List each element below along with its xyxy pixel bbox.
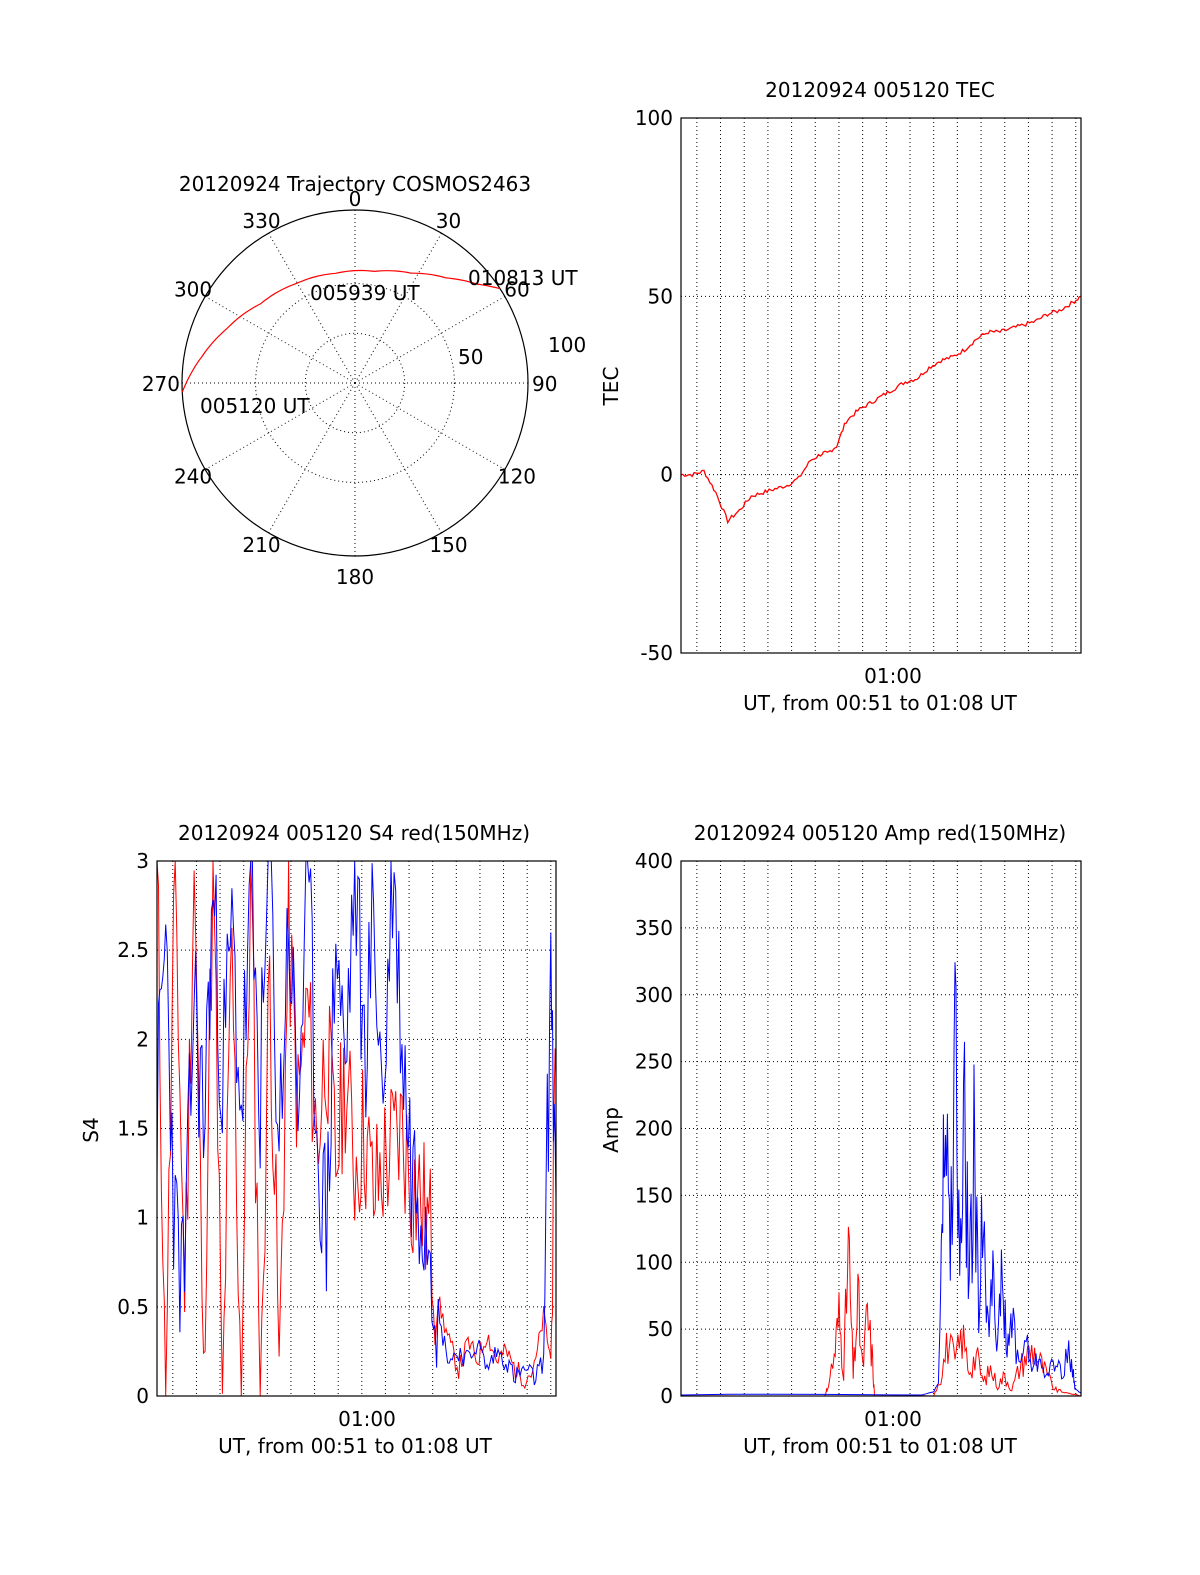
s4-y-ticks: 0 0.5 1 1.5 2 2.5 3 — [117, 849, 149, 1408]
amp-x-axis-label: UT, from 00:51 to 01:08 UT — [743, 1434, 1018, 1458]
amp-y-tick-label: 150 — [635, 1183, 673, 1207]
s4-y-tick-label: 2.5 — [117, 938, 149, 962]
amp-title: 20120924 005120 Amp red(150MHz) — [694, 821, 1066, 845]
amp-y-tick-label: 50 — [648, 1317, 673, 1341]
amp-grid — [681, 860, 1081, 1397]
polar-angle-label: 150 — [429, 533, 467, 557]
polar-spoke — [354, 382, 442, 534]
s4-x-tick-label: 01:00 — [338, 1407, 396, 1431]
polar-ring — [255, 283, 455, 483]
amp-y-tick-label: 100 — [635, 1250, 673, 1274]
tec-x-tick-label: 01:00 — [864, 664, 922, 688]
amp-red-series-line — [680, 1226, 1082, 1397]
amp-panel: 20120924 005120 Amp red(150MHz) 0 50 100 15… — [599, 821, 1082, 1458]
polar-spoke — [204, 296, 356, 384]
polar-outer-circle — [181, 209, 529, 557]
polar-angle-label: 90 — [532, 372, 557, 396]
amp-plot-frame — [680, 860, 1082, 1397]
s4-y-axis-label: S4 — [79, 1117, 103, 1142]
s4-red-series-line — [156, 860, 557, 1397]
tec-title: 20120924 005120 TEC — [765, 78, 995, 102]
s4-y-tick-label: 0.5 — [117, 1295, 149, 1319]
tec-y-tick-label: 0 — [660, 463, 673, 487]
polar-spoke — [354, 232, 442, 384]
polar-angle-label: 120 — [498, 465, 536, 489]
polar-angle-label: 180 — [336, 565, 374, 589]
tec-x-axis-label: UT, from 00:51 to 01:08 UT — [743, 691, 1018, 715]
polar-angle-label: 330 — [242, 209, 280, 233]
polar-annotation-end: 010813 UT — [468, 266, 578, 290]
polar-spoke — [268, 382, 356, 534]
polar-angle-label: 0 — [349, 187, 362, 211]
polar-spoke — [354, 382, 506, 470]
s4-plot-frame — [156, 860, 557, 1397]
polar-angle-label: 300 — [174, 278, 212, 302]
polar-radial-tick-label: 50 — [458, 345, 483, 369]
s4-blue-series-line — [156, 860, 557, 1386]
polar-angle-label: 210 — [242, 533, 280, 557]
amp-y-axis-label: Amp — [599, 1107, 623, 1153]
s4-y-tick-label: 0 — [136, 1384, 149, 1408]
polar-spoke — [204, 382, 356, 470]
amp-y-tick-label: 400 — [635, 849, 673, 873]
polar-annotation-mid: 005939 UT — [310, 281, 420, 305]
tec-y-ticks: -50 0 50 100 — [635, 106, 673, 665]
polar-grid — [182, 210, 528, 556]
polar-annotation-start: 005120 UT — [200, 394, 310, 418]
s4-y-tick-label: 3 — [136, 849, 149, 873]
tec-grid — [681, 117, 1081, 654]
tec-y-tick-label: 100 — [635, 106, 673, 130]
polar-trajectory-line — [181, 269, 501, 393]
amp-y-tick-label: 200 — [635, 1117, 673, 1141]
amp-y-tick-label: 250 — [635, 1050, 673, 1074]
polar-angle-labels: 0 30 60 90 120 150 180 210 240 270 300 330 — [142, 187, 558, 589]
amp-y-ticks: 0 50 100 150 200 250 300 350 400 — [635, 849, 673, 1408]
s4-panel: 20120924 005120 S4 red(150MHz) 0 0.5 1 1.5 2… — [79, 821, 557, 1458]
amp-blue-series-line — [680, 962, 1082, 1396]
s4-series-group — [156, 860, 557, 1397]
polar-ring — [304, 332, 406, 434]
polar-angle-label: 60 — [504, 278, 529, 302]
tec-y-axis-label: TEC — [599, 367, 623, 407]
s4-x-axis-label: UT, from 00:51 to 01:08 UT — [218, 1434, 493, 1458]
polar-spoke — [268, 232, 356, 384]
tec-series-line — [680, 295, 1082, 525]
polar-title: 20120924 Trajectory COSMOS2463 — [179, 172, 531, 196]
polar-angle-label: 270 — [142, 372, 180, 396]
amp-y-tick-label: 0 — [660, 1384, 673, 1408]
polar-radial-tick-label: 100 — [548, 333, 586, 357]
s4-y-tick-label: 1 — [136, 1206, 149, 1230]
amp-x-tick-label: 01:00 — [864, 1407, 922, 1431]
polar-panel: 20120924 Trajectory COSMOS2463 0 30 60 90 12… — [142, 172, 586, 589]
tec-plot-frame — [680, 117, 1082, 654]
s4-y-tick-label: 1.5 — [117, 1117, 149, 1141]
polar-angle-label: 30 — [436, 209, 461, 233]
tec-y-tick-label: 50 — [648, 284, 673, 308]
tec-panel: 20120924 005120 TEC -50 0 50 100 01:00 UT, … — [599, 78, 1082, 715]
s4-title: 20120924 005120 S4 red(150MHz) — [178, 821, 530, 845]
amp-y-tick-label: 350 — [635, 916, 673, 940]
polar-spoke — [354, 296, 506, 384]
tec-y-tick-label: -50 — [640, 641, 673, 665]
amp-y-tick-label: 300 — [635, 983, 673, 1007]
s4-y-tick-label: 2 — [136, 1027, 149, 1051]
polar-angle-label: 240 — [174, 465, 212, 489]
